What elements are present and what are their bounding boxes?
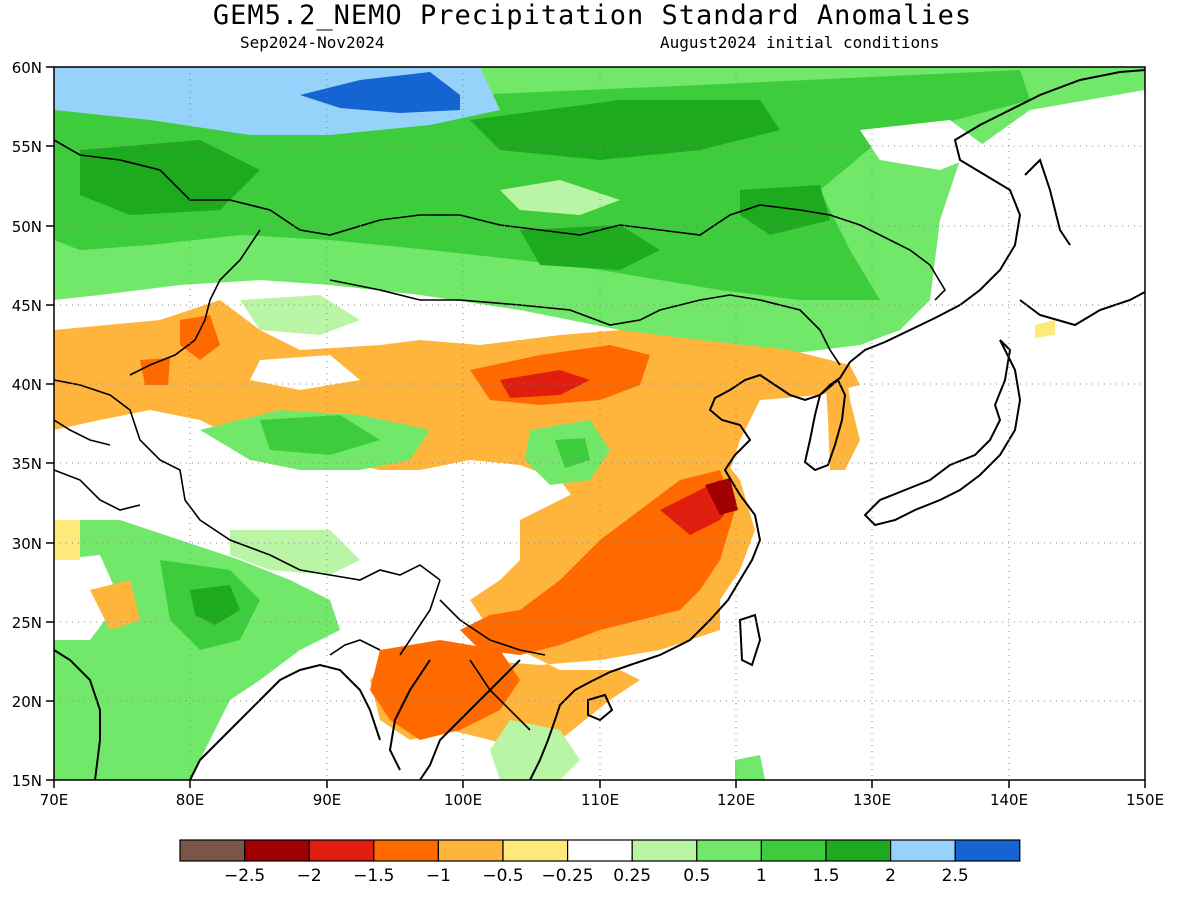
colorbar-label: −2 — [297, 866, 322, 886]
colorbar-label: −0.5 — [482, 866, 523, 886]
colorbar-label: −1.5 — [353, 866, 394, 886]
lat-tick-label: 25N — [12, 614, 42, 632]
lat-tick-label: 55N — [12, 138, 42, 156]
gridlines — [54, 67, 1145, 780]
lon-tick-label: 100E — [444, 791, 482, 809]
map-title: GEM5.2_NEMO Precipitation Standard Anoma… — [212, 0, 973, 31]
lon-tick-label: 80E — [176, 791, 205, 809]
colorbar-swatch — [825, 839, 892, 862]
lat-tick-label: 50N — [12, 218, 42, 236]
colorbar-swatch — [631, 839, 698, 862]
lon-tick-label: 120E — [717, 791, 755, 809]
colorbar-label: 0.5 — [683, 866, 710, 886]
colorbar-swatch — [502, 839, 569, 862]
forecast-period: Sep2024-Nov2024 — [240, 33, 385, 52]
initial-conditions: August2024 initial conditions — [660, 33, 940, 52]
colorbar-swatch — [308, 839, 375, 862]
colorbar-swatch — [179, 839, 246, 862]
lat-tick-label: 60N — [12, 59, 42, 77]
colorbar-swatch — [437, 839, 504, 862]
colorbar-swatch — [889, 839, 956, 862]
lon-tick-label: 90E — [313, 791, 342, 809]
lon-tick-label: 110E — [581, 791, 619, 809]
lon-tick-label: 130E — [853, 791, 891, 809]
lat-tick-label: 30N — [12, 535, 42, 553]
colorbar-label: 0.25 — [613, 866, 651, 886]
colorbar-label: 1 — [756, 866, 767, 886]
country-borders — [53, 139, 947, 731]
lat-tick-label: 35N — [12, 455, 42, 473]
lon-tick-label: 70E — [40, 791, 69, 809]
lon-tick-label: 150E — [1126, 791, 1164, 809]
colorbar-label: −1 — [426, 866, 451, 886]
colorbar-label: 1.5 — [812, 866, 839, 886]
axis-ticks — [46, 66, 1146, 788]
colorbar-swatch — [696, 839, 762, 862]
colorbar-swatch — [566, 839, 633, 862]
lat-tick-label: 40N — [12, 376, 42, 394]
coastline — [53, 69, 1146, 781]
colorbar-swatch — [760, 839, 827, 862]
colorbar-swatch — [244, 839, 310, 862]
colorbar-label: 2 — [885, 866, 896, 886]
lat-tick-label: 15N — [12, 772, 42, 790]
colorbar-swatch — [954, 839, 1021, 862]
lon-tick-label: 140E — [990, 791, 1028, 809]
colorbar-label: 2.5 — [942, 866, 969, 886]
colorbar-swatch — [373, 839, 439, 862]
colorbar-label: −2.5 — [224, 866, 265, 886]
lat-tick-label: 20N — [12, 693, 42, 711]
colorbar-label: −0.25 — [542, 866, 594, 886]
lat-tick-label: 45N — [12, 297, 42, 315]
